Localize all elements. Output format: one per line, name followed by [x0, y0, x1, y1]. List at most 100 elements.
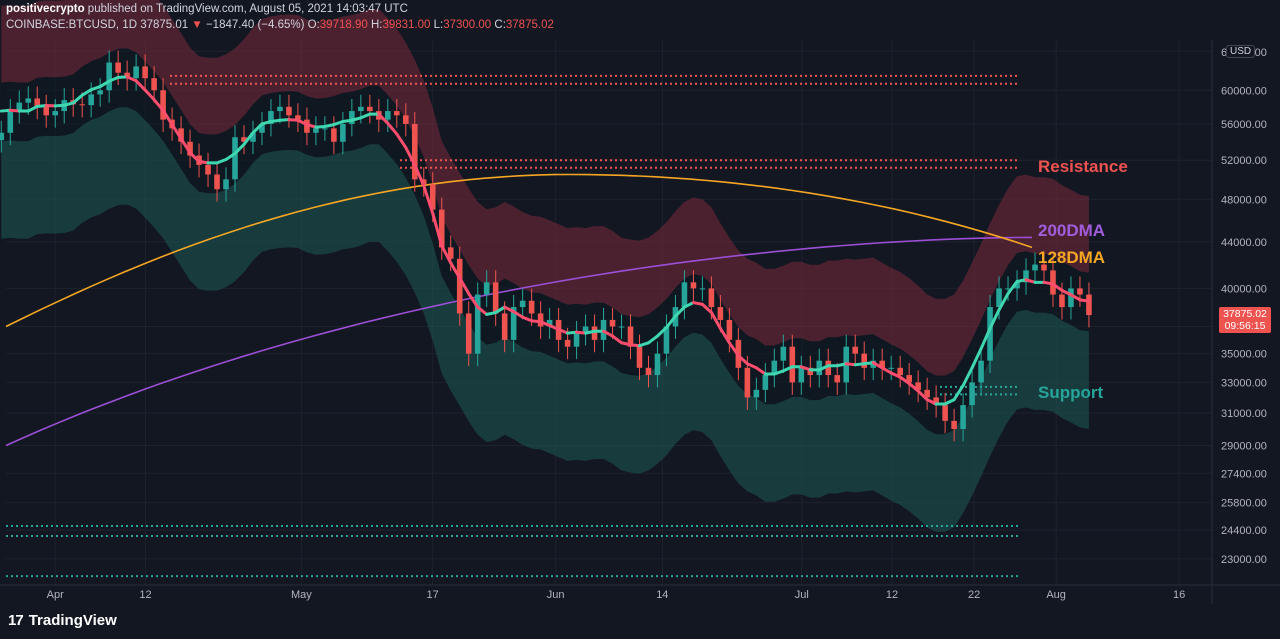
trend-segment	[260, 119, 273, 126]
trend-segment	[413, 163, 426, 188]
tradingview-mark-icon: 17	[8, 612, 24, 629]
candle	[223, 167, 229, 202]
trend-segment	[341, 118, 354, 123]
candle-body	[699, 288, 706, 290]
candle-body	[223, 179, 229, 190]
trend-segment	[727, 341, 740, 358]
candle-body	[978, 360, 984, 383]
trend-segment	[997, 292, 1010, 312]
trend-segment	[8, 108, 21, 113]
candle	[690, 270, 697, 301]
candle	[771, 348, 778, 388]
symbol-name[interactable]: COINBASE:BTCUSD, 1D	[6, 19, 137, 31]
trend-segment	[53, 103, 66, 108]
price-axis: 60000.00 56000.00 52000.00 48000.00 44000.00…	[1211, 40, 1267, 604]
trend-segment	[629, 343, 641, 348]
candle-body	[1068, 288, 1074, 308]
candle-body	[1014, 282, 1020, 289]
low-label: L:	[433, 19, 444, 31]
trend-segment	[71, 93, 84, 105]
support-label: Support	[1038, 383, 1103, 402]
author-name[interactable]: positivecrypto	[6, 3, 85, 15]
candle-body	[537, 313, 544, 327]
candle-body	[133, 66, 139, 79]
last-price: 37875.01	[140, 19, 189, 31]
candle-body	[349, 111, 355, 124]
time-tick-label: 12	[139, 589, 151, 601]
candle-body	[807, 367, 814, 376]
candle-body	[358, 106, 364, 112]
trend-segment	[26, 104, 39, 113]
trend-segment	[664, 314, 677, 329]
candle-body	[322, 128, 328, 130]
trend-segment	[844, 362, 857, 367]
candle-body	[924, 389, 930, 398]
trend-segment	[215, 158, 228, 165]
candle-body	[160, 90, 166, 120]
candle	[250, 120, 256, 155]
candle	[277, 94, 283, 124]
candle-body	[403, 115, 409, 124]
candle	[34, 86, 41, 120]
candle	[349, 98, 355, 137]
candle-body	[960, 405, 966, 429]
high-label: H:	[370, 19, 383, 31]
trend-segment	[359, 112, 372, 120]
candle	[951, 408, 957, 442]
candle	[906, 362, 912, 395]
low-value: 37300.00	[443, 19, 492, 31]
trend-segment	[637, 341, 650, 348]
trend-segment	[107, 75, 120, 83]
trend-segment	[251, 122, 264, 135]
candle	[286, 94, 292, 128]
candle-body	[1005, 288, 1011, 290]
currency-button[interactable]: USD	[1226, 45, 1256, 58]
price-tick-label: 27400.00	[1221, 468, 1267, 480]
candle	[133, 54, 139, 91]
candle-body	[52, 111, 59, 116]
candle	[340, 111, 346, 155]
candle	[322, 116, 328, 141]
candle	[627, 314, 634, 360]
price-chart[interactable]: 60000.00 56000.00 52000.00 48000.00 44000.00…	[0, 0, 1280, 604]
candle-body	[79, 104, 85, 106]
candle-body	[115, 62, 121, 73]
candle-body	[420, 179, 427, 185]
candle-body	[969, 382, 975, 406]
candle	[295, 103, 301, 133]
candle	[1032, 252, 1038, 283]
trend-segment	[521, 315, 534, 323]
trend-segment	[125, 75, 138, 83]
candle	[241, 125, 247, 155]
trend-segment	[646, 334, 659, 345]
trend-segment	[602, 329, 615, 338]
upper-channel-band	[1, 0, 1089, 376]
time-tick-label: May	[291, 589, 312, 601]
ma128-line	[5, 173, 1033, 328]
high-value: 39831.00	[382, 19, 431, 31]
trend-segment	[197, 160, 210, 165]
tradingview-logo[interactable]: 17 TradingView	[8, 612, 117, 629]
price-tick-label: 31000.00	[1221, 408, 1267, 420]
candle	[394, 98, 400, 128]
time-tick-label: 22	[968, 589, 980, 601]
candle	[654, 341, 661, 388]
candle-body	[483, 282, 490, 295]
tradingview-brand: TradingView	[28, 612, 117, 629]
trend-segment	[314, 124, 327, 129]
candle-body	[528, 300, 535, 314]
candle-body	[1050, 270, 1056, 295]
trend-segment	[404, 146, 417, 167]
trend-segment	[422, 184, 435, 215]
candle-body	[286, 106, 292, 116]
candle	[7, 98, 14, 146]
price-tick-label: 48000.00	[1221, 194, 1267, 206]
candle-body	[7, 111, 14, 133]
candle-body	[313, 128, 319, 133]
trend-segment	[781, 365, 794, 373]
price-tick-label: 56000.00	[1221, 119, 1267, 131]
trend-segment	[62, 101, 75, 107]
resistance-label: Resistance	[1038, 157, 1128, 176]
trend-segment	[386, 121, 399, 136]
candle	[385, 98, 391, 133]
